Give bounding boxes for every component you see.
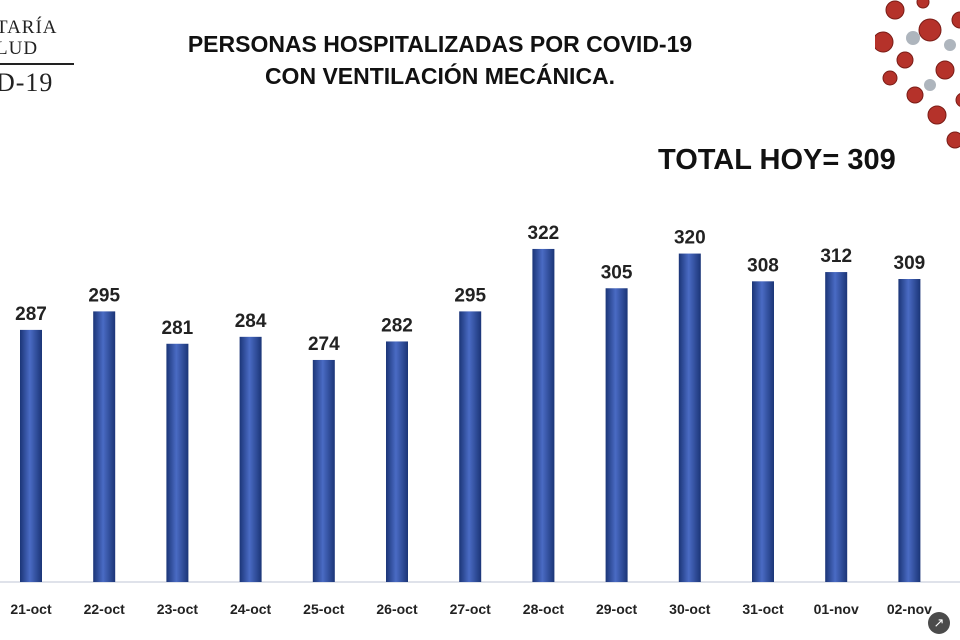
bar-25-oct [312,359,335,582]
bar-30-oct [678,253,701,582]
tick-label-29-oct: 29-oct [596,601,638,617]
value-label-02-nov: 309 [894,253,926,274]
value-label-22-oct: 295 [88,285,120,306]
tick-label-27-oct: 27-oct [450,601,492,617]
bar-29-oct [605,288,628,582]
logo-line-3: D-19 [0,68,54,97]
bar-02-nov [898,279,921,582]
tick-label-21-oct: 21-oct [10,601,52,617]
bar-01-nov [825,272,848,582]
chart-title-line-1: PERSONAS HOSPITALIZADAS POR COVID-19 [187,31,693,57]
value-label-01-nov: 312 [820,246,852,267]
value-label-21-oct: 287 [15,304,47,325]
coronavirus-icon [875,0,960,149]
tick-label-28-oct: 28-oct [523,601,565,617]
tick-label-24-oct: 24-oct [230,601,272,617]
tick-label-30-oct: 30-oct [669,601,711,617]
bar-21-oct [20,329,42,582]
value-label-23-oct: 281 [162,318,194,339]
value-label-26-oct: 282 [381,315,413,336]
collapse-icon[interactable]: ↗ [928,612,950,634]
value-label-24-oct: 284 [235,311,267,332]
tick-label-02-nov: 02-nov [887,601,932,617]
logo-rule [0,63,74,65]
agency-logo: TARÍA LUD D-19 [0,18,86,97]
value-label-28-oct: 322 [528,223,560,244]
bar-28-oct [532,248,555,582]
bar-26-oct [386,341,408,582]
chart-title: PERSONAS HOSPITALIZADAS POR COVID-19 CON… [150,28,730,92]
tick-label-31-oct: 31-oct [742,601,784,617]
bar-22-oct [93,311,116,582]
tick-label-22-oct: 22-oct [84,601,126,617]
logo-line-1: TARÍA [0,17,58,38]
bar-24-oct [239,336,262,582]
chart-title-line-2: CON VENTILACIÓN MECÁNICA. [264,63,616,89]
total-today-label: TOTAL HOY= 309 [658,144,896,176]
value-label-29-oct: 305 [601,262,633,283]
value-label-30-oct: 320 [674,228,706,249]
value-label-25-oct: 274 [308,334,340,355]
logo-line-2: LUD [0,38,39,59]
tick-label-01-nov: 01-nov [814,601,859,617]
bar-23-oct [166,343,189,582]
bar-31-oct [752,281,774,582]
value-label-27-oct: 295 [454,285,486,306]
value-label-31-oct: 308 [747,255,779,276]
tick-label-26-oct: 26-oct [376,601,418,617]
tick-label-25-oct: 25-oct [303,601,345,617]
bar-27-oct [459,311,482,582]
tick-label-23-oct: 23-oct [157,601,199,617]
